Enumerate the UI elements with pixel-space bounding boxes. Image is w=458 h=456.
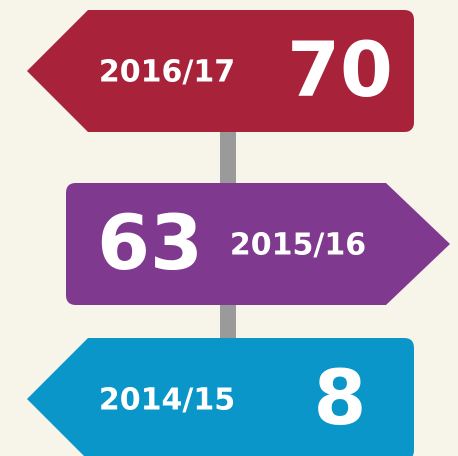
sign-period: 2016/17 [99, 55, 235, 90]
sign [66, 183, 450, 305]
sign-period: 2014/15 [99, 383, 235, 418]
sign-value: 63 [97, 198, 203, 287]
sign-period: 2015/16 [230, 228, 366, 263]
sign-value: 8 [314, 353, 367, 442]
sign-value: 70 [287, 25, 393, 114]
sign [27, 10, 414, 132]
sign [27, 338, 414, 456]
